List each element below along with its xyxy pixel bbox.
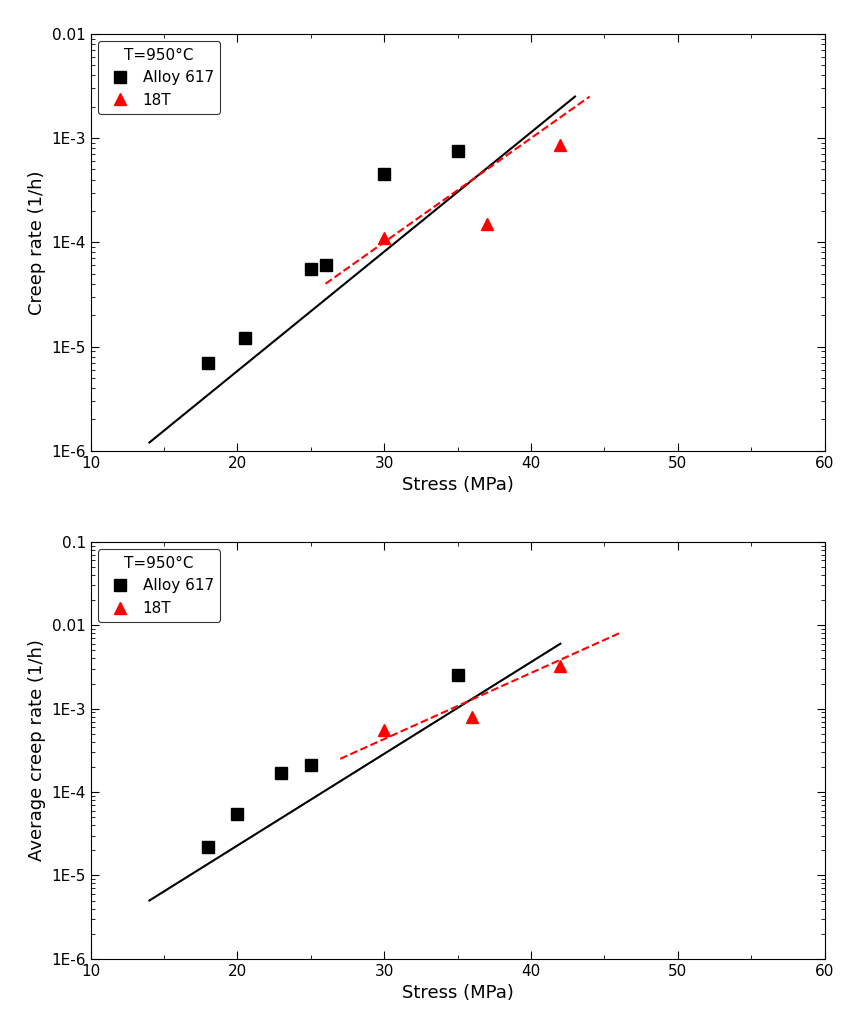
Legend: Alloy 617, 18T: Alloy 617, 18T [98, 41, 220, 114]
X-axis label: Stress (MPa): Stress (MPa) [401, 985, 513, 1002]
Legend: Alloy 617, 18T: Alloy 617, 18T [98, 549, 220, 622]
Y-axis label: Creep rate (1/h): Creep rate (1/h) [28, 170, 46, 314]
Y-axis label: Average creep rate (1/h): Average creep rate (1/h) [28, 640, 46, 861]
X-axis label: Stress (MPa): Stress (MPa) [401, 476, 513, 494]
